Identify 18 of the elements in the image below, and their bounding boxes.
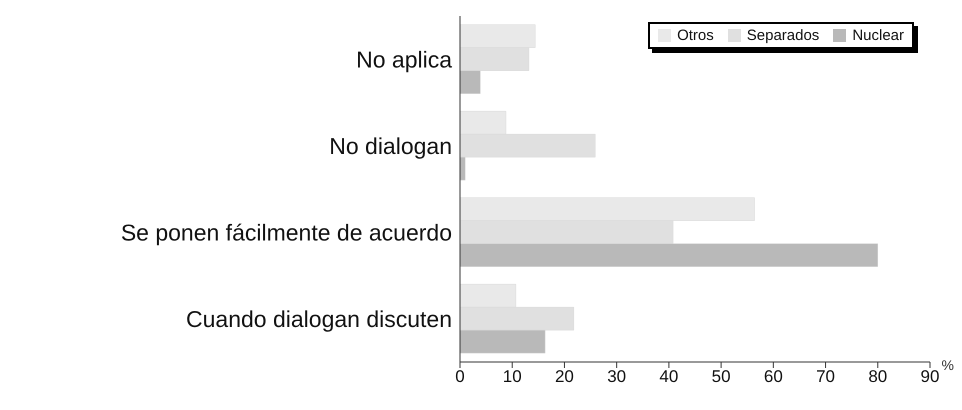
legend-label: Separados xyxy=(746,27,820,44)
x-tick-label: 10 xyxy=(502,367,522,386)
legend-label: Nuclear xyxy=(851,27,904,44)
y-tick-label: No aplica xyxy=(356,46,452,72)
x-tick-label: 20 xyxy=(554,367,574,386)
y-tick-label: No dialogan xyxy=(329,132,452,159)
x-tick-label: 90 xyxy=(920,367,940,386)
x-axis-title: % xyxy=(942,356,954,373)
x-tick-label: 50 xyxy=(712,367,731,386)
x-tick-label: 30 xyxy=(607,367,626,386)
x-tick-label: 40 xyxy=(659,367,678,386)
x-tick-label: 0 xyxy=(455,367,465,386)
x-tick-label: 70 xyxy=(816,367,836,386)
legend-label: Otros xyxy=(676,27,714,44)
x-tick-label: 60 xyxy=(764,367,783,386)
x-tick-label: 80 xyxy=(868,367,888,386)
y-tick-label: Cuando dialogan discuten xyxy=(186,306,452,332)
y-tick-label: Se ponen fácilmente de acuerdo xyxy=(120,219,452,246)
